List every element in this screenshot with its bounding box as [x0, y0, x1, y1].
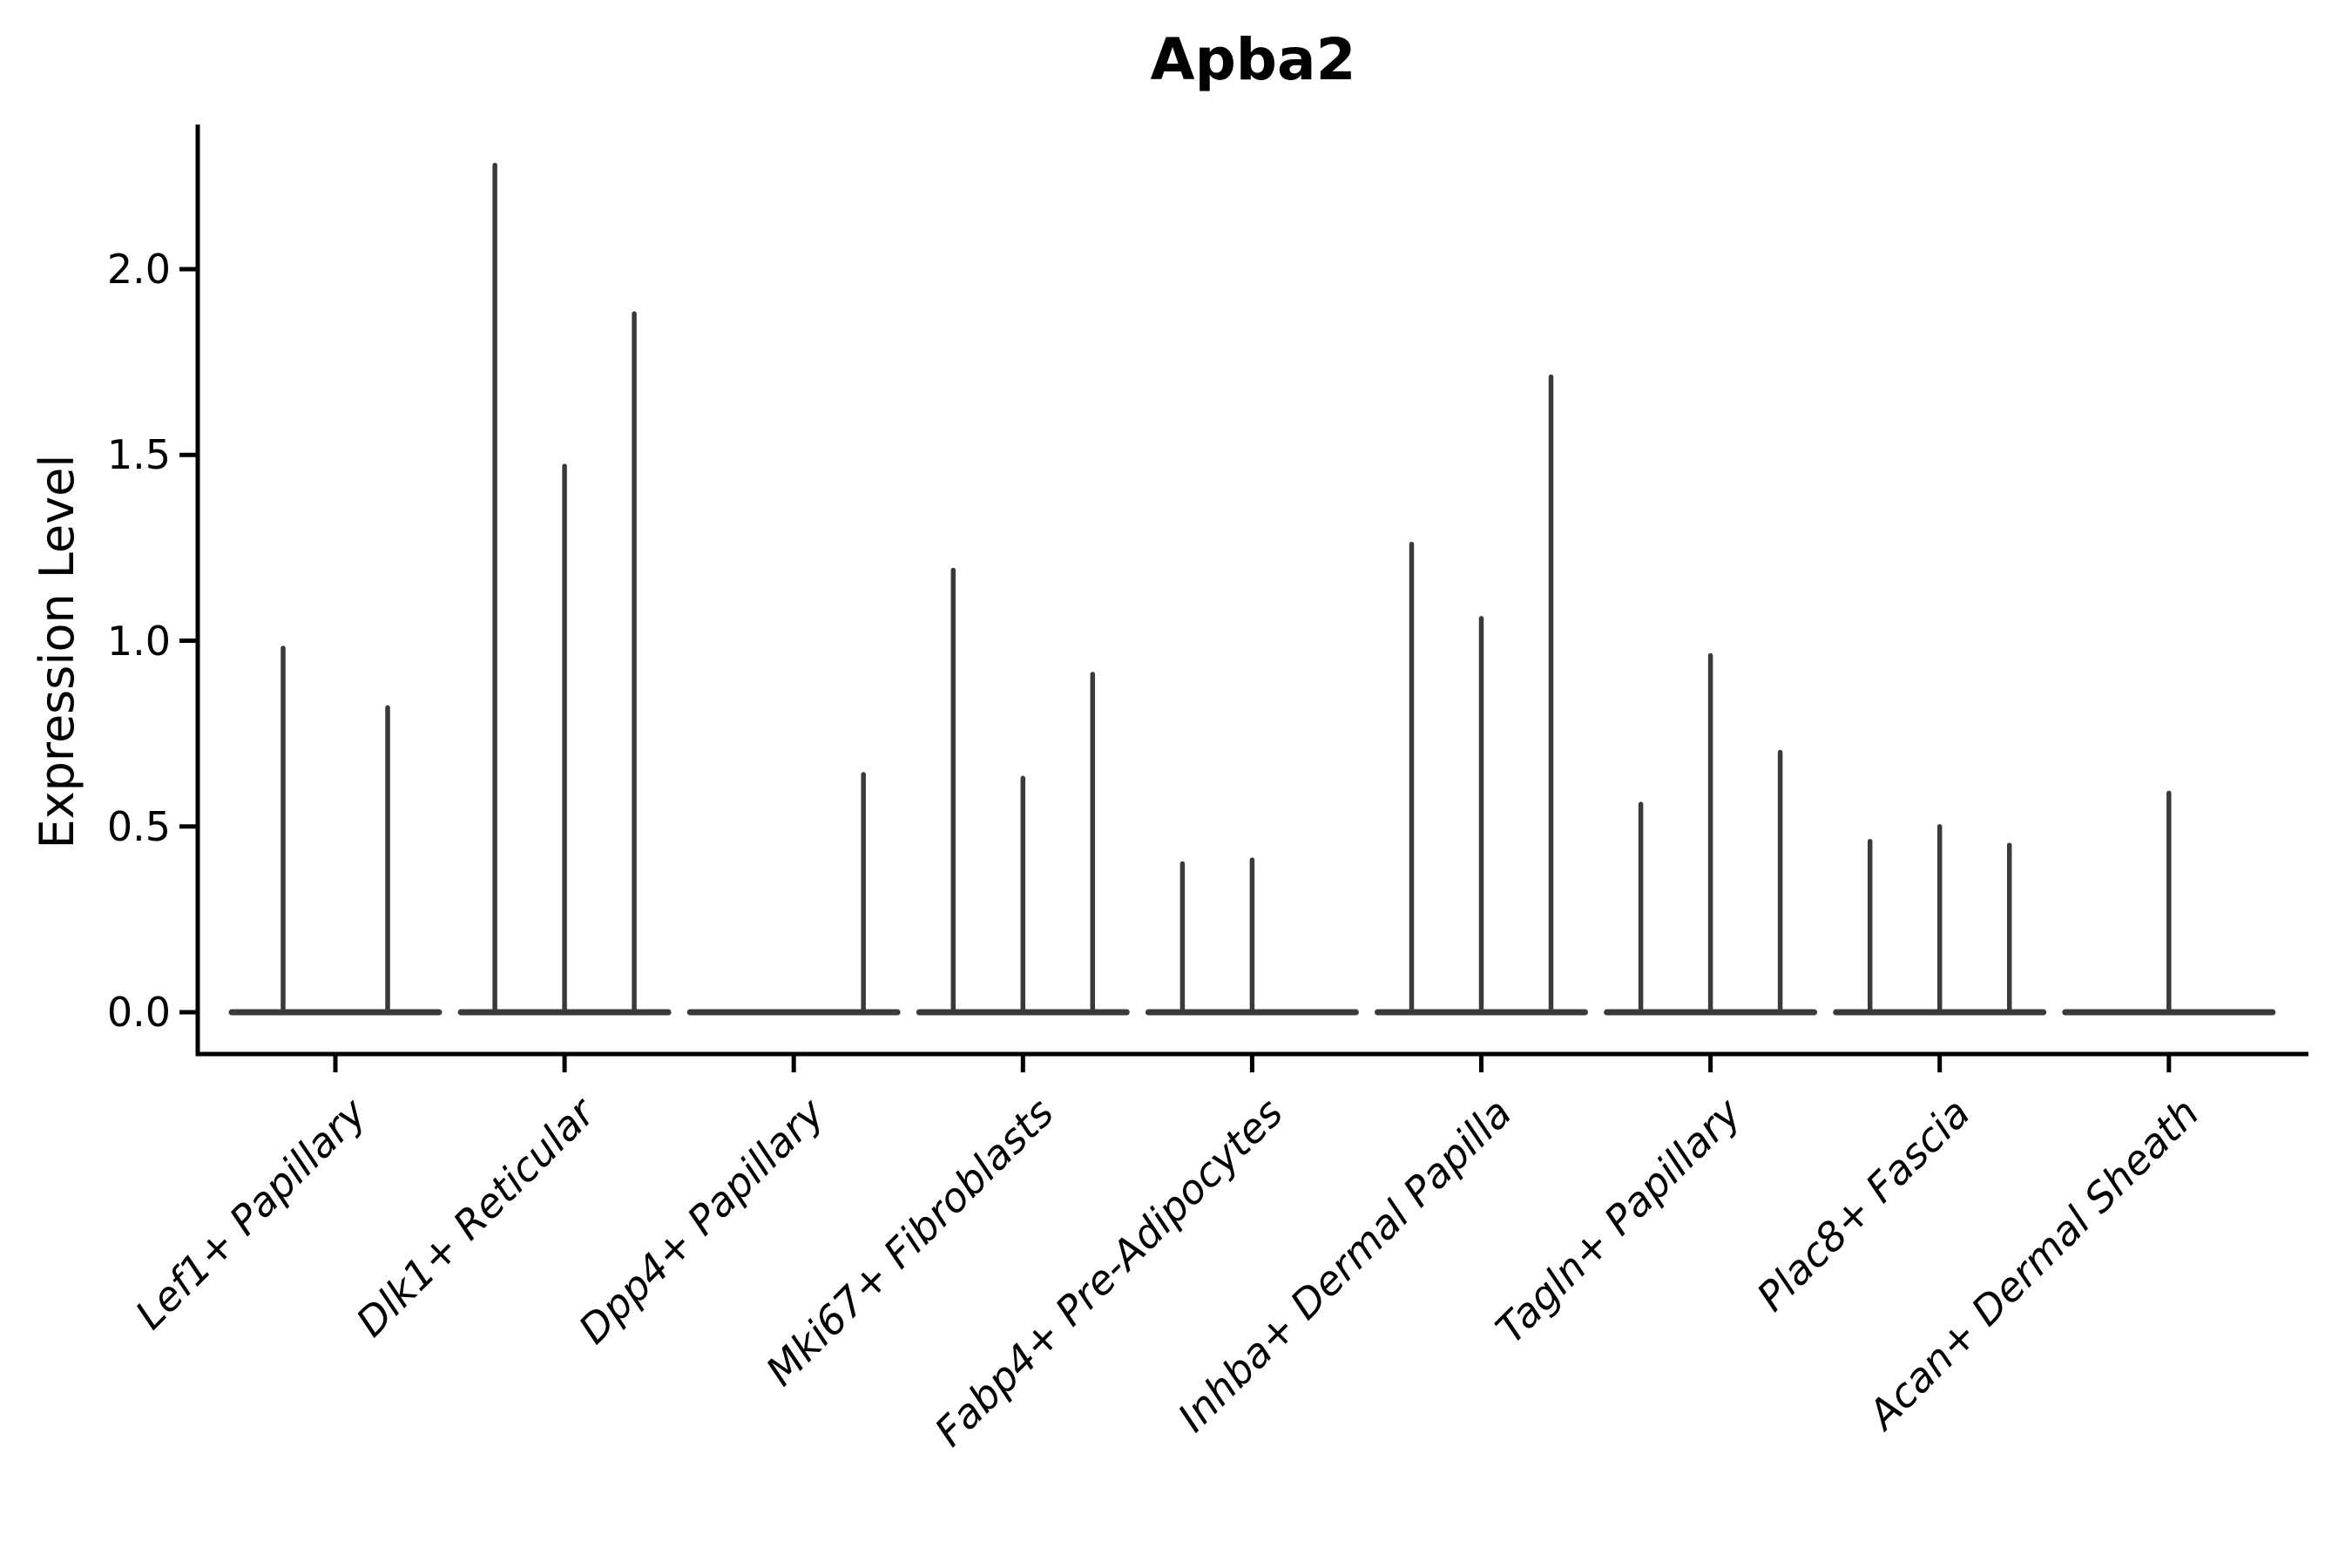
y-tick-label: 1.0: [106, 617, 171, 665]
y-tick-label: 2.0: [106, 246, 171, 293]
y-tick-label: 0.5: [106, 802, 171, 850]
y-tick-label: 0.0: [106, 989, 171, 1036]
y-tick-label: 1.5: [106, 431, 171, 479]
chart-title: Apba2: [1150, 26, 1356, 93]
